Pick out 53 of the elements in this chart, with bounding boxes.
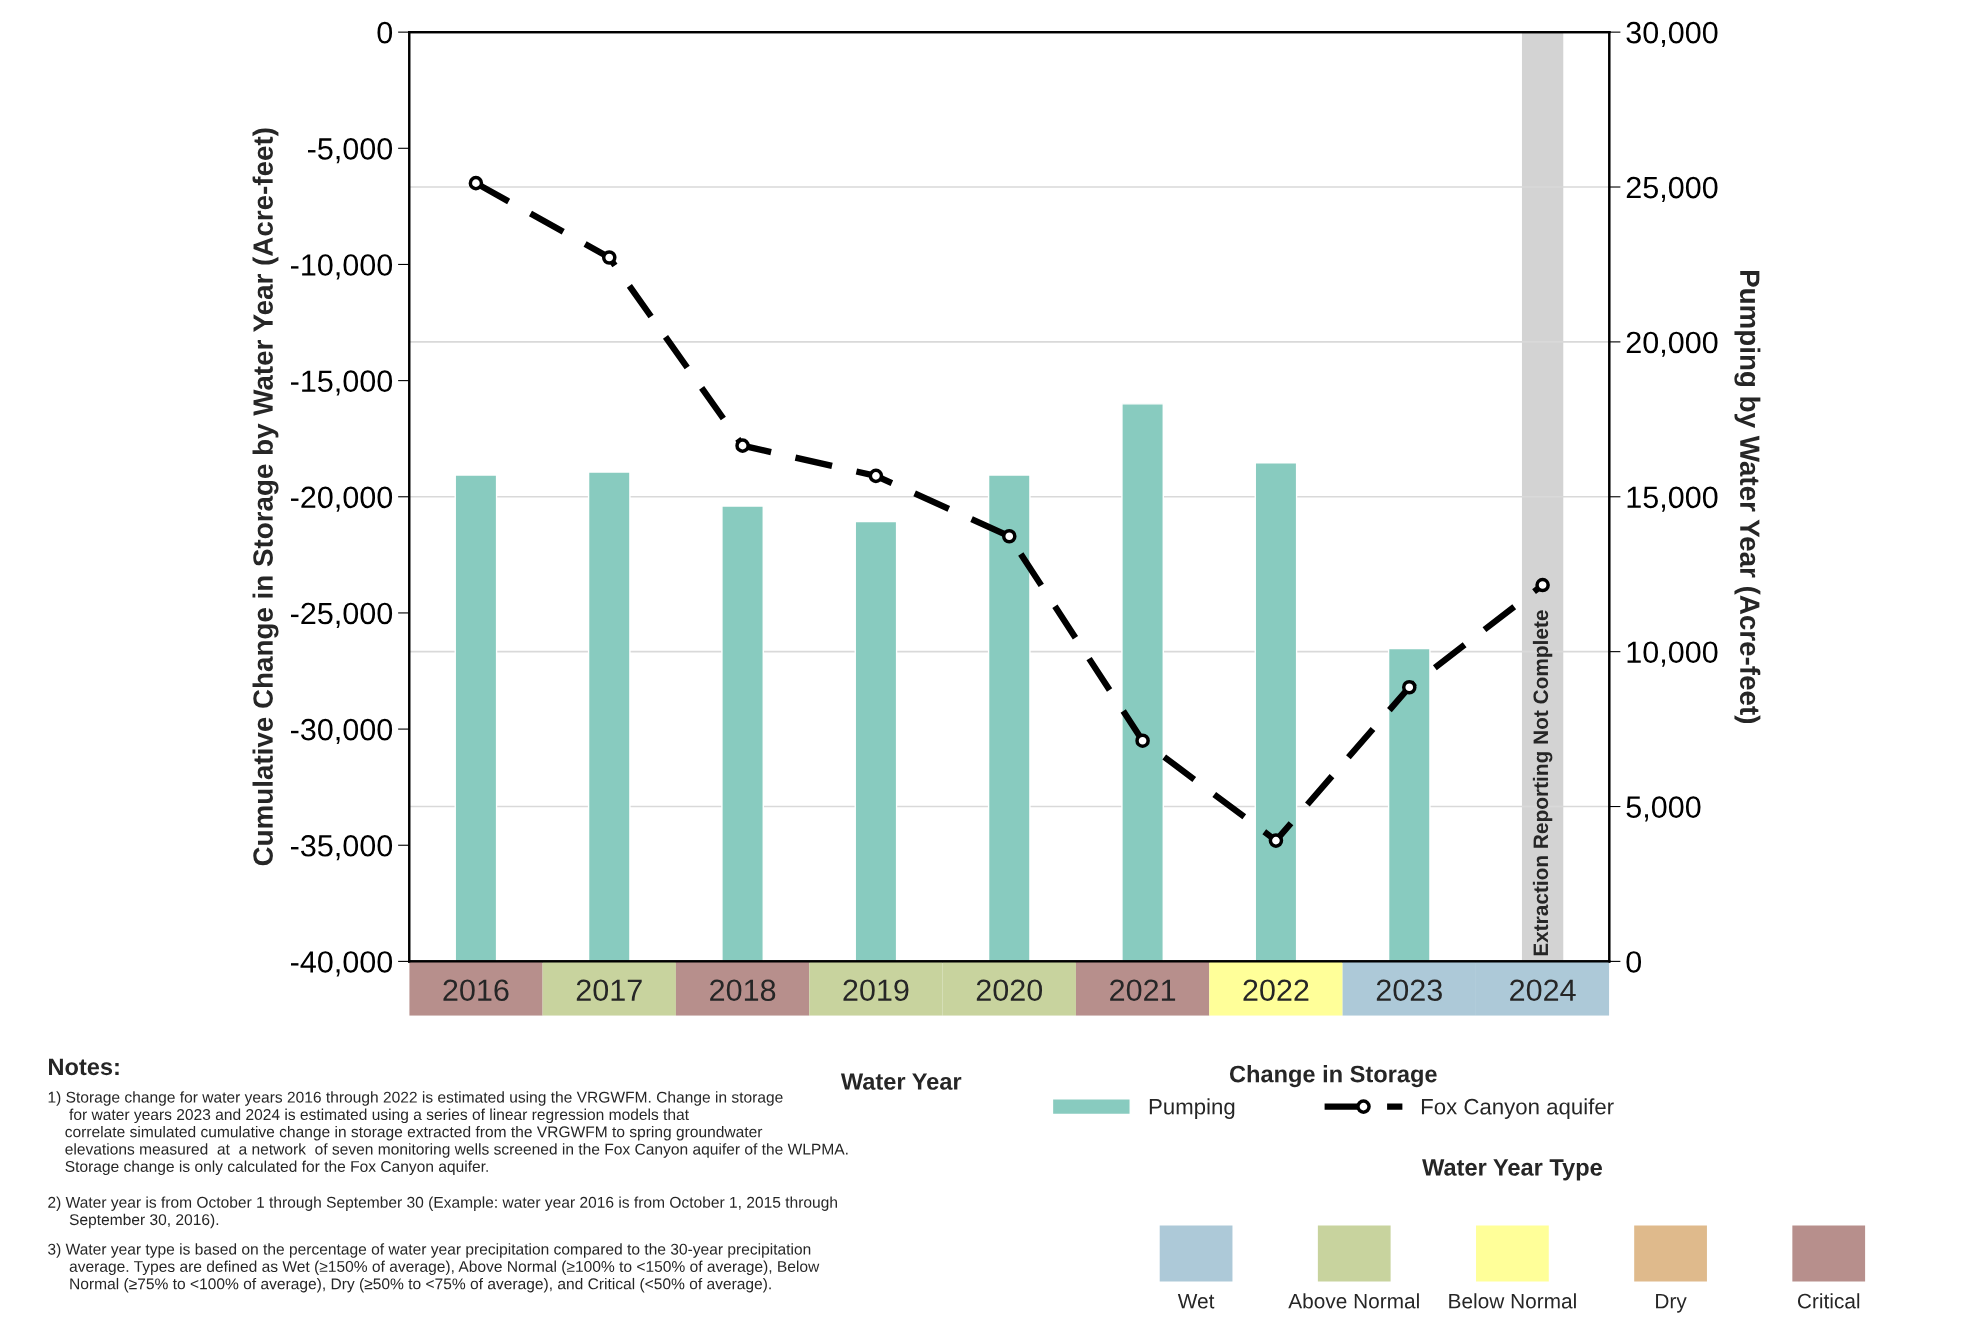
point [601,250,617,265]
y-tick-label: -10,000 [291,254,393,280]
text: Notes: [49,1058,119,1076]
x-tick-label: 2021 [1110,979,1176,1002]
x-tick-label: 2017 [576,979,642,1002]
x-tick-label: 2020 [976,979,1043,1002]
y-tick-label: -35,000 [291,834,393,861]
point [468,175,484,191]
y-tick-label: -30,000 [291,718,393,745]
legend-label: Fox Canyon aquifer [1421,1098,1614,1119]
y2-tick-label: 0 [1626,951,1642,973]
legend-title: Change in Storage [1229,1065,1437,1088]
y-tick-label: 0 [377,21,393,44]
x-axis-title: Water Year [840,1073,962,1090]
x-tick-label: 2022 [1243,979,1309,1002]
bar [1121,403,1164,962]
y2-tick-label: 25,000 [1626,176,1718,202]
point [1401,679,1417,695]
point [1535,577,1550,593]
y2-tick-label: 5,000 [1626,796,1701,822]
band-label: Extraction Reporting Not Complete [1532,610,1553,956]
point [868,468,884,484]
legend-label: Pumping [1149,1098,1235,1119]
y-tick-label: -25,000 [291,602,393,628]
x-tick-label: 2019 [843,979,909,1002]
category-label: Critical [1797,1293,1860,1309]
y2-tick-label: 20,000 [1626,331,1718,357]
x-tick-label: 2024 [1510,979,1576,1002]
category-label: Dry [1656,1293,1687,1313]
point [1135,733,1150,748]
x-tick-label: 2023 [1376,979,1442,1002]
y-tick-label: -5,000 [307,138,393,164]
text: 1) Storage change for water years 2016 through 2022 is estimated using the VRGWFM. Change in storage for water years 2023 and 2024 is estimated using a series of linear regression models that correlate simulated cumulative change in storage extracted from the VRGWFM to spring groundwater elevations measured at a network of seven monitoring wells screened in the Fox Canyon aquifer of the WLPMA. Storage change is only calculated for the Fox Canyon aquifer. [48,1091,848,1176]
x-tick-label: 2018 [710,979,776,1002]
y-tick-label: -15,000 [291,370,393,396]
y2-tick-label: 15,000 [1627,486,1718,512]
point [1001,528,1017,544]
point [735,438,750,453]
y2-tick-label: 10,000 [1627,641,1718,667]
y-axis-title: Cumulative Change in Storage by Water Year (Acre-feet) [252,128,279,866]
category-label: Wet [1177,1293,1215,1309]
y2-axis-title: Pumping by Water Year (Acre-feet) [1734,270,1761,724]
x-tick-label: 2016 [443,979,509,1002]
y2-tick-label: 30,000 [1626,21,1718,48]
y-tick-label: -40,000 [291,951,393,977]
text: 2) Water year is from October 1 through September 30 (Example: water year 2016 is from October 1, 2015 through September 30, 2016). [48,1196,837,1229]
category-label: Below Normal [1449,1293,1576,1309]
text: 3) Water year type is based on the percentage of water year precipitation compared to the 30-year precipitation average. Types are defined as Wet (≥150% of average), Above Normal (≥100% to <150% of average), Below Normal (≥75% to <100% of average), Dry (≥50% to <75% of average), and Critical (<50% of average). [48,1243,820,1293]
y-tick-label: -20,000 [291,486,393,512]
category-label: Above Normal [1288,1293,1419,1309]
legend-title: Water Year Type [1422,1159,1602,1181]
bar [721,505,764,962]
point [1268,833,1284,848]
